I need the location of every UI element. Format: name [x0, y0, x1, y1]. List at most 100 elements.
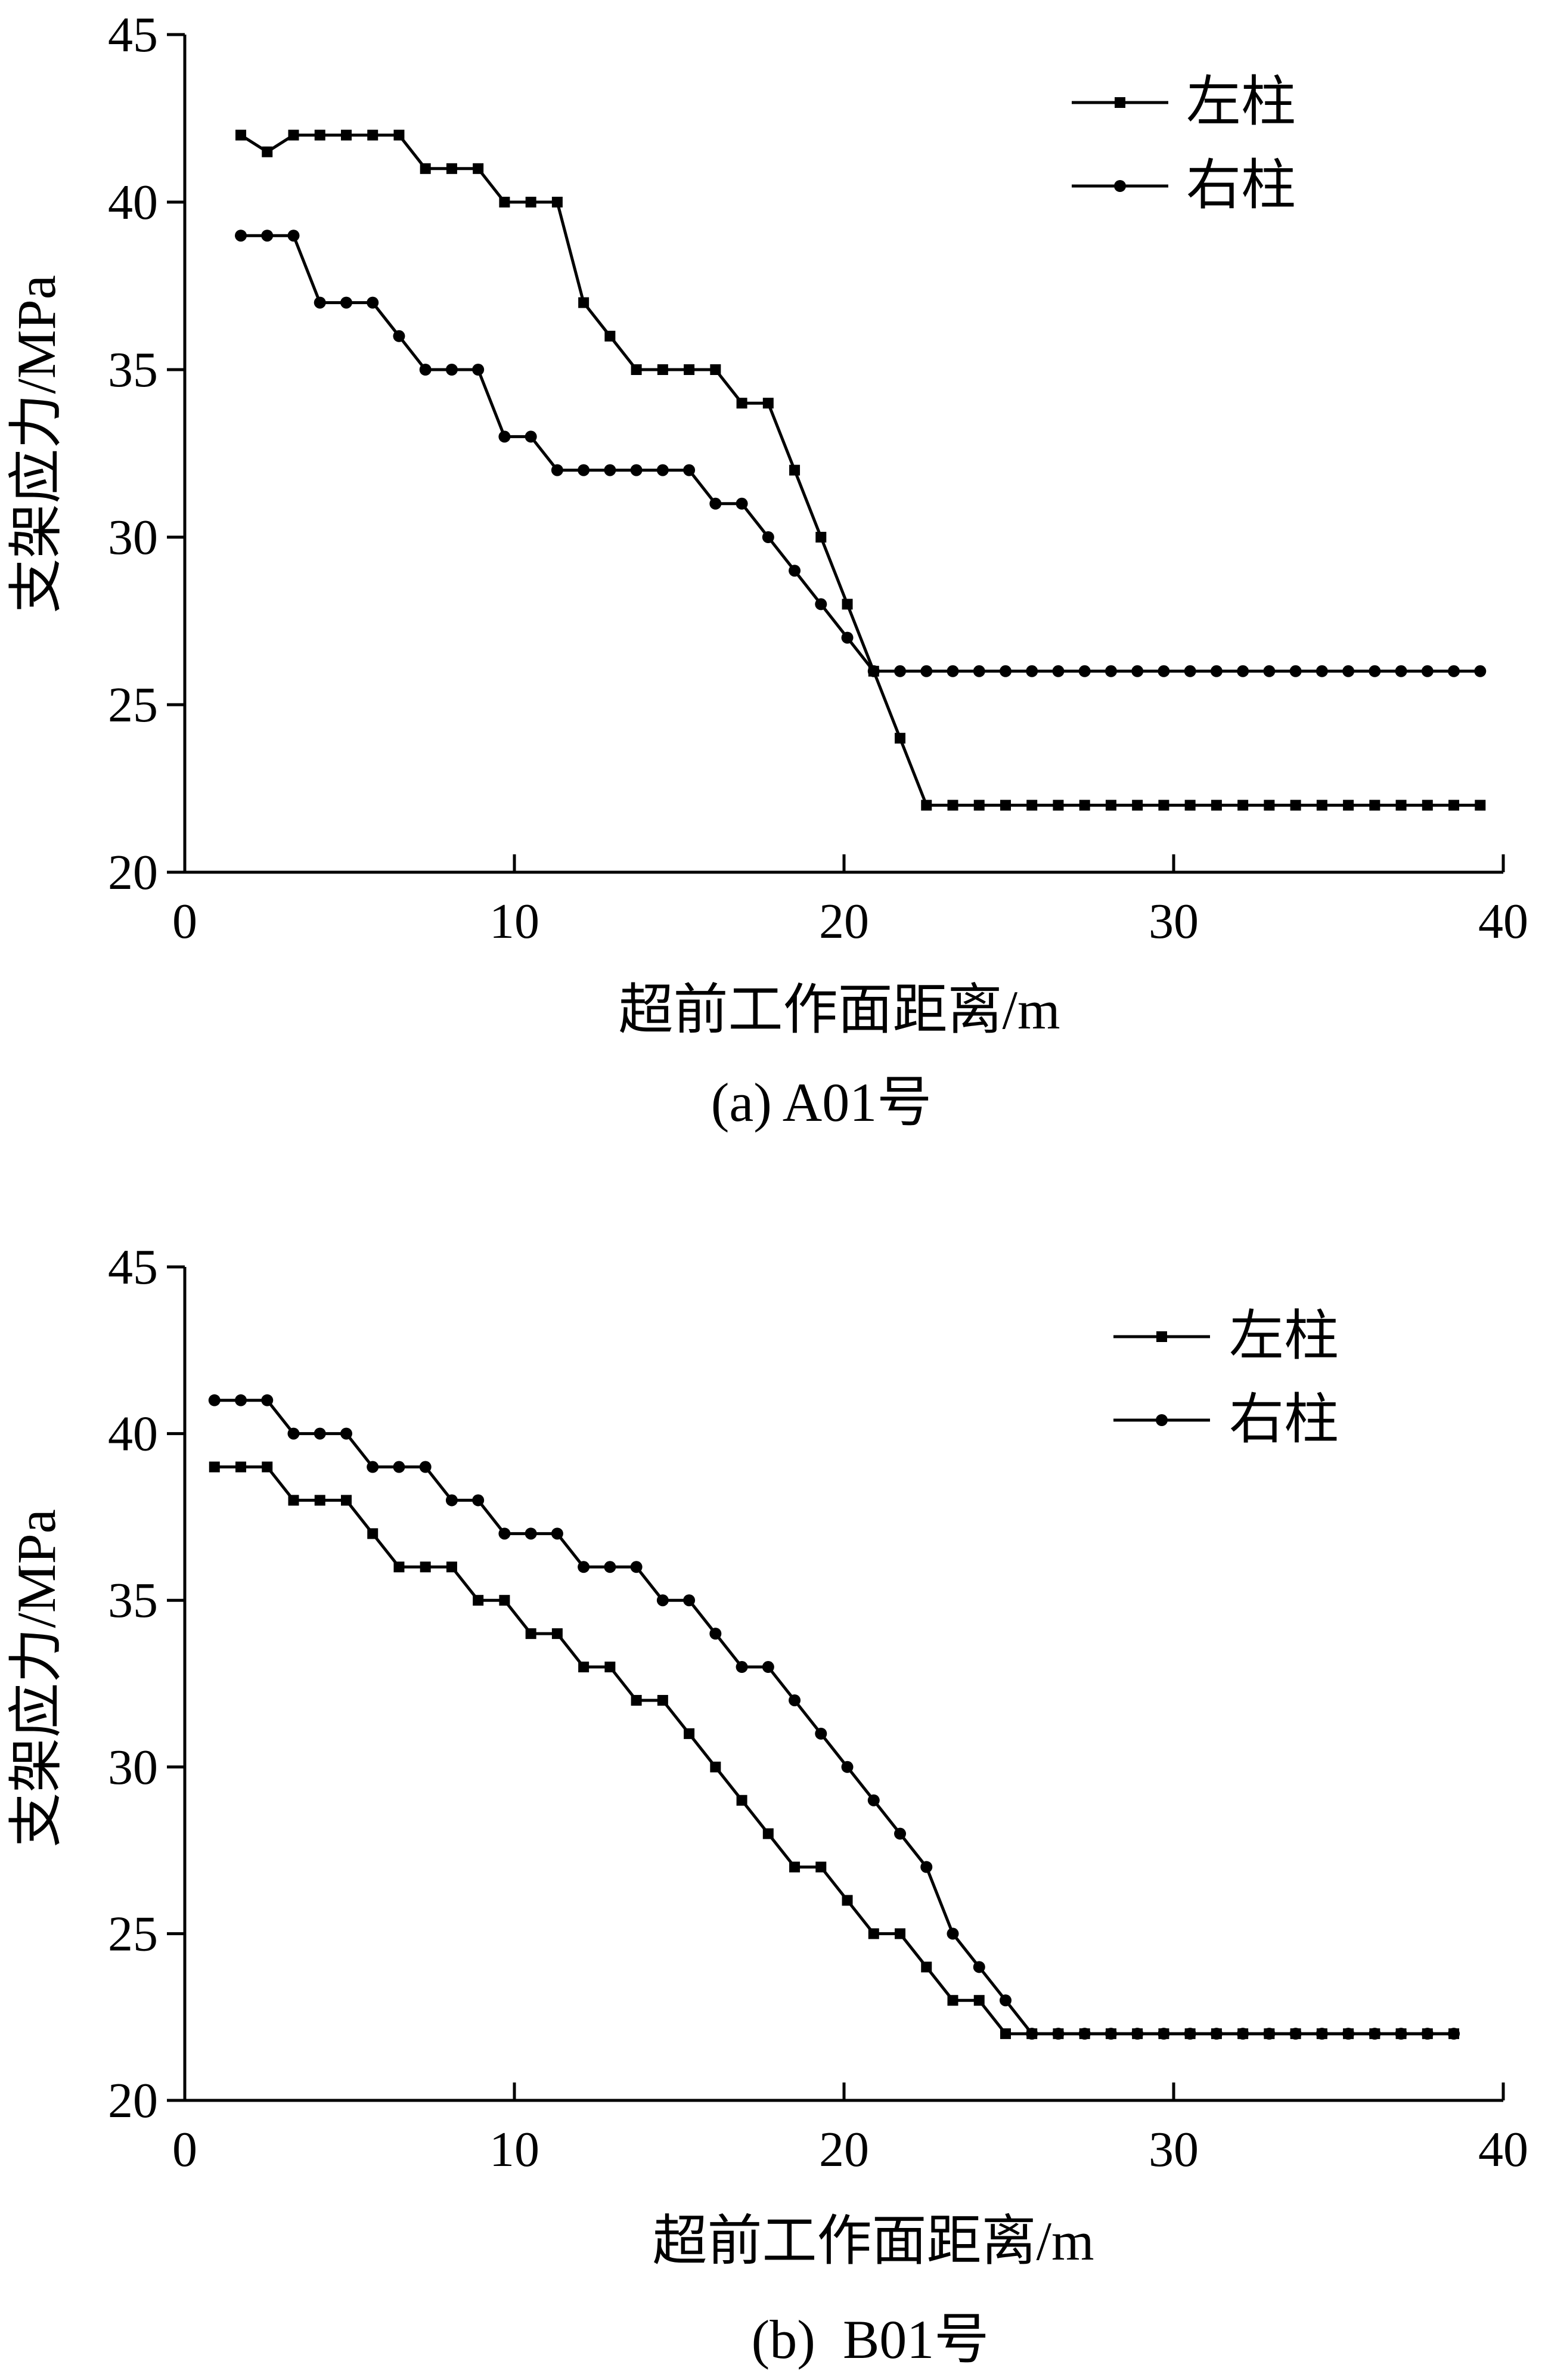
- data-point-circle: [1316, 2028, 1328, 2040]
- data-point-square: [762, 1828, 774, 1839]
- legend-label-right-column: 右柱: [1229, 1389, 1339, 1450]
- data-point-square: [789, 1861, 801, 1873]
- data-point-square: [1264, 799, 1275, 811]
- data-point-circle: [920, 1861, 933, 1873]
- y-tick-label: 45: [108, 1239, 158, 1295]
- data-point-square: [578, 297, 590, 308]
- legend-marker-circle: [1156, 1414, 1168, 1426]
- data-point-circle: [841, 1761, 854, 1773]
- data-point-circle: [551, 1527, 563, 1540]
- legend-label-left-column: 左柱: [1229, 1306, 1339, 1366]
- data-point-circle: [419, 1461, 432, 1473]
- data-point-square: [973, 799, 985, 811]
- data-point-circle: [947, 665, 959, 677]
- data-point-circle: [1237, 665, 1249, 677]
- data-point-circle: [1316, 665, 1328, 677]
- data-point-square: [393, 129, 405, 141]
- data-point-square: [868, 1928, 879, 1939]
- x-axis-title: 超前工作面距离/m: [652, 2211, 1094, 2271]
- data-point-square: [340, 129, 352, 141]
- y-tick-label: 30: [108, 510, 158, 565]
- data-point-circle: [709, 497, 722, 510]
- data-point-circle: [1210, 665, 1223, 677]
- data-point-circle: [525, 430, 537, 443]
- y-tick-label: 40: [108, 175, 158, 230]
- data-point-square: [551, 1628, 563, 1640]
- data-point-square: [1395, 799, 1407, 811]
- data-point-circle: [656, 464, 669, 476]
- data-point-circle: [1078, 665, 1091, 677]
- data-point-circle: [656, 1594, 669, 1607]
- data-point-circle: [736, 497, 748, 510]
- data-point-square: [499, 197, 510, 207]
- data-point-circle: [419, 364, 432, 376]
- data-point-square: [973, 1995, 985, 2006]
- data-point-circle: [999, 1994, 1012, 2007]
- y-axis-title: 支架应力/MPa: [6, 275, 67, 613]
- data-point-square: [525, 1628, 536, 1640]
- data-point-square: [657, 1694, 668, 1706]
- legend-marker-square: [1115, 97, 1125, 108]
- y-tick-label: 40: [108, 1406, 158, 1462]
- data-point-circle: [1448, 665, 1460, 677]
- data-point-circle: [789, 565, 801, 577]
- data-point-circle: [947, 1927, 959, 1940]
- legend-label-left-column: 左柱: [1186, 72, 1296, 132]
- data-point-square: [262, 1461, 273, 1473]
- data-point-square: [762, 398, 774, 409]
- x-axis-title: 超前工作面距离/m: [618, 980, 1060, 1040]
- data-point-circle: [1052, 2028, 1065, 2040]
- data-point-square: [710, 364, 721, 375]
- plot-area: 20 25 30 35 40 45 0 10 20 30 40: [108, 7, 1528, 949]
- data-point-circle: [1289, 2028, 1302, 2040]
- data-point-circle: [999, 665, 1012, 677]
- data-point-circle: [578, 464, 590, 476]
- data-point-circle: [1026, 665, 1038, 677]
- data-point-circle: [604, 464, 616, 476]
- data-point-square: [789, 464, 801, 476]
- data-point-square: [1475, 799, 1486, 811]
- data-point-circle: [1158, 665, 1170, 677]
- data-point-square: [842, 1895, 853, 1906]
- data-point-circle: [630, 1561, 643, 1573]
- data-point-square: [895, 1928, 906, 1939]
- data-point-square: [314, 1495, 325, 1506]
- data-point-square: [578, 1662, 590, 1673]
- legend-marker-square: [1156, 1331, 1167, 1342]
- data-point-square: [921, 799, 932, 811]
- data-point-circle: [789, 1694, 801, 1706]
- data-point-square: [710, 1761, 721, 1772]
- data-point-square: [736, 398, 747, 409]
- data-point-circle: [393, 1461, 405, 1473]
- data-point-square: [815, 1861, 827, 1873]
- data-point-circle: [235, 230, 247, 242]
- data-point-square: [1316, 799, 1327, 811]
- data-point-circle: [1395, 665, 1407, 677]
- data-point-circle: [894, 665, 907, 677]
- x-tick-label: 30: [1149, 894, 1199, 949]
- data-point-square: [1079, 799, 1090, 811]
- data-point-square: [314, 129, 325, 141]
- data-point-circle: [1369, 2028, 1381, 2040]
- data-point-square: [393, 1561, 405, 1573]
- data-point-circle: [630, 464, 643, 476]
- y-tick-label: 20: [108, 845, 158, 900]
- data-point-circle: [1131, 2028, 1144, 2040]
- data-point-circle: [841, 631, 854, 644]
- data-point-square: [235, 129, 247, 141]
- data-point-square: [1132, 799, 1143, 811]
- x-tick-label: 40: [1478, 2122, 1528, 2177]
- data-point-square: [815, 532, 827, 543]
- data-point-square: [420, 163, 431, 174]
- y-axis-title: 支架应力/MPa: [6, 1509, 67, 1847]
- data-point-circle: [261, 230, 274, 242]
- data-point-circle: [867, 665, 880, 677]
- data-point-circle: [1237, 2028, 1249, 2040]
- data-point-circle: [815, 1727, 827, 1740]
- data-point-circle: [472, 1494, 485, 1507]
- data-point-square: [736, 1795, 747, 1806]
- data-point-circle: [1210, 2028, 1223, 2040]
- data-point-circle: [1448, 2028, 1460, 2040]
- data-point-circle: [1078, 2028, 1091, 2040]
- data-point-circle: [314, 296, 326, 309]
